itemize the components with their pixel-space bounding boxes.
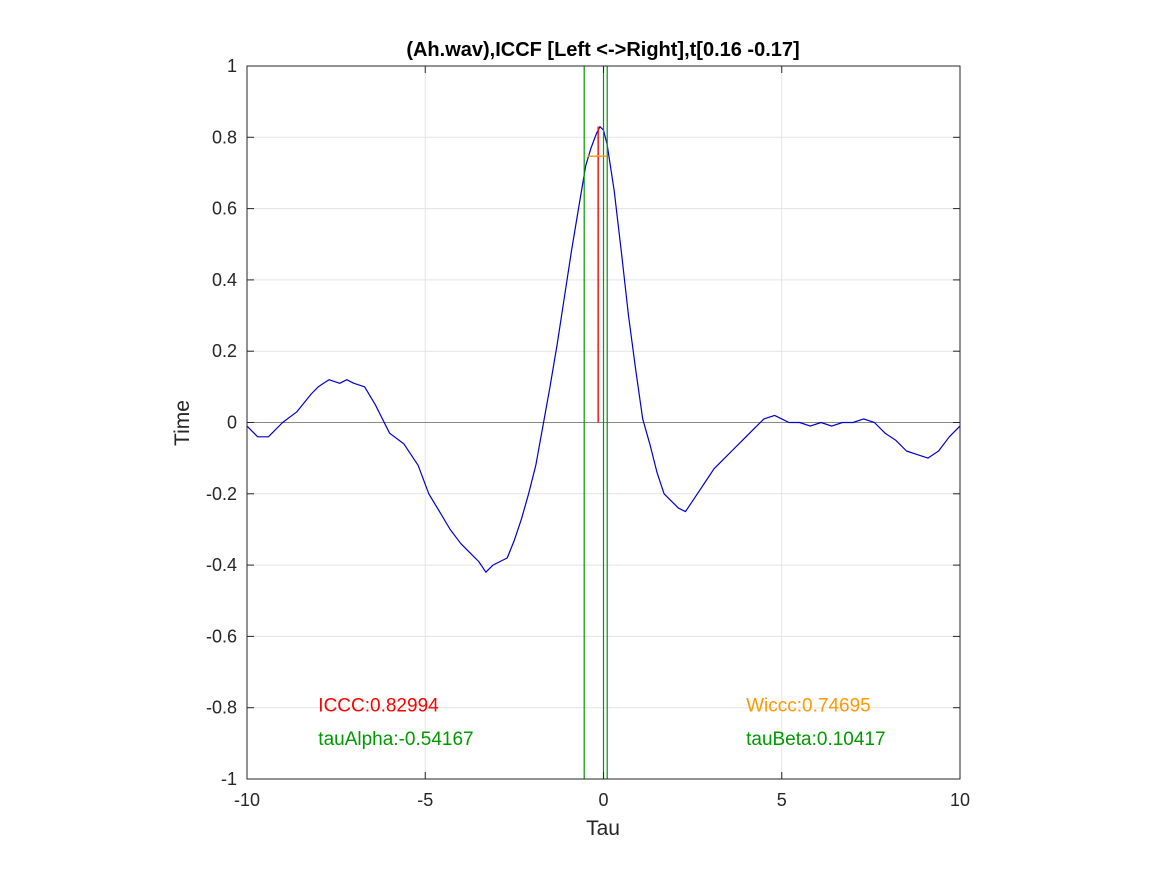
marker-layer xyxy=(583,66,608,779)
x-tick-label: -10 xyxy=(234,790,260,810)
annotation-label: Wiccc:0.74695 xyxy=(746,695,871,716)
chart-title: (Ah.wav),ICCF [Left <->Right],t[0.16 -0.… xyxy=(406,39,799,61)
y-axis-label: Time xyxy=(171,400,194,446)
y-tick-label: -0.2 xyxy=(206,484,237,504)
y-tick-label: -0.4 xyxy=(206,555,237,575)
y-tick-label: -1 xyxy=(221,769,237,789)
x-tick-label: 10 xyxy=(950,790,970,810)
x-tick-label: -5 xyxy=(417,790,433,810)
y-tick-label: -0.8 xyxy=(206,698,237,718)
y-tick-label: -0.6 xyxy=(206,626,237,646)
y-tick-label: 0.6 xyxy=(212,199,237,219)
y-tick-label: 0.2 xyxy=(212,341,237,361)
x-tick-label: 0 xyxy=(598,790,608,810)
tick-labels: -10 -5 0 5 10 -1 -0.8 -0.6 -0.4 -0.2 0 0.2 0.4 0.6 0.8… xyxy=(206,56,970,810)
annotation-label: tauAlpha:-0.54167 xyxy=(318,729,473,750)
tick-marks xyxy=(246,65,961,780)
annotations: ICCC:0.82994 tauAlpha:-0.54167 Wiccc:0.746… xyxy=(318,695,885,750)
y-tick-label: 1 xyxy=(227,56,237,76)
y-tick-label: 0.8 xyxy=(212,127,237,147)
x-axis-label: Tau xyxy=(586,817,620,840)
annotation-label: tauBeta:0.10417 xyxy=(746,729,885,750)
y-tick-label: 0 xyxy=(227,413,237,433)
plot-area xyxy=(246,65,961,780)
annotation-label: ICCC:0.82994 xyxy=(318,695,439,716)
x-tick-label: 5 xyxy=(777,790,787,810)
y-tick-label: 0.4 xyxy=(212,270,237,290)
